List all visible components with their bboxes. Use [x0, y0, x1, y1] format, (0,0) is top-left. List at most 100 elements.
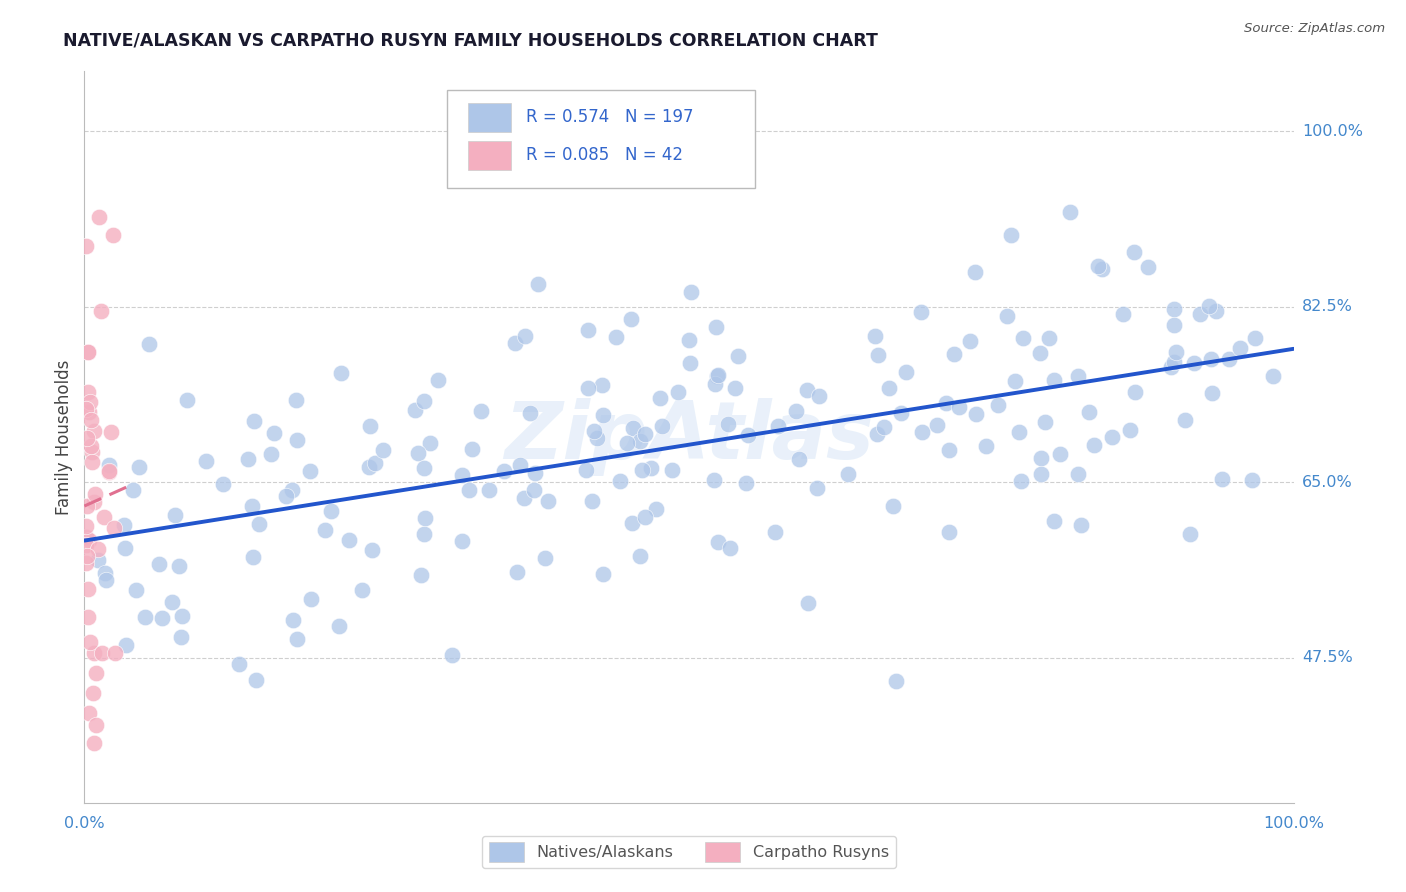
Point	[285, 632, 308, 646]
Point	[457, 483, 479, 497]
Point	[645, 501, 668, 516]
Point	[938, 442, 960, 457]
Point	[630, 434, 652, 448]
Point	[737, 428, 759, 442]
Point	[1010, 474, 1032, 488]
Point	[77, 405, 100, 419]
Point	[1199, 351, 1222, 366]
Point	[681, 285, 703, 299]
Point	[371, 442, 394, 457]
Point	[470, 404, 492, 418]
Point	[1049, 447, 1071, 461]
Point	[884, 674, 907, 689]
Point	[524, 466, 547, 480]
Point	[1029, 467, 1052, 481]
Y-axis label: Family Households: Family Households	[55, 359, 73, 515]
Point	[83, 487, 105, 501]
Point	[1244, 331, 1267, 345]
Bar	[468, 141, 512, 170]
Point	[75, 531, 97, 545]
Point	[82, 685, 104, 699]
Point	[125, 582, 148, 597]
Point	[537, 493, 560, 508]
Point	[228, 657, 250, 672]
Point	[787, 451, 810, 466]
Point	[83, 736, 105, 750]
Point	[1042, 373, 1064, 387]
Point	[1042, 514, 1064, 528]
Point	[87, 553, 110, 567]
Point	[138, 337, 160, 351]
Text: ZipAtlas: ZipAtlas	[503, 398, 875, 476]
Point	[114, 541, 136, 555]
Point	[963, 265, 986, 279]
Point	[866, 427, 889, 442]
Point	[1160, 360, 1182, 375]
Point	[987, 398, 1010, 412]
Point	[112, 518, 135, 533]
Point	[621, 421, 644, 435]
Point	[76, 549, 98, 563]
Point	[605, 330, 627, 344]
Point	[411, 567, 433, 582]
Point	[785, 403, 807, 417]
Point	[890, 406, 912, 420]
Point	[581, 494, 603, 508]
Point	[666, 384, 689, 399]
Point	[766, 419, 789, 434]
Point	[276, 489, 298, 503]
Point	[678, 333, 700, 347]
Point	[1240, 473, 1263, 487]
Point	[513, 329, 536, 343]
Point	[1067, 467, 1090, 481]
Point	[1123, 384, 1146, 399]
Point	[938, 525, 960, 540]
Text: Source: ZipAtlas.com: Source: ZipAtlas.com	[1244, 22, 1385, 36]
Point	[419, 436, 441, 450]
Point	[83, 646, 105, 660]
Point	[505, 566, 527, 580]
Point	[408, 445, 430, 459]
Point	[77, 344, 100, 359]
Point	[319, 504, 342, 518]
Point	[865, 328, 887, 343]
Point	[1136, 260, 1159, 275]
Point	[523, 483, 546, 498]
Point	[128, 459, 150, 474]
Point	[651, 418, 673, 433]
Point	[965, 407, 987, 421]
Point	[995, 310, 1018, 324]
Point	[1174, 413, 1197, 427]
Point	[461, 442, 484, 456]
Point	[974, 438, 997, 452]
Point	[359, 419, 381, 434]
Point	[703, 473, 725, 487]
Point	[503, 335, 526, 350]
Point	[575, 463, 598, 477]
Point	[706, 369, 728, 384]
Point	[79, 635, 101, 649]
Point	[1029, 346, 1052, 360]
Point	[583, 424, 606, 438]
Point	[1059, 204, 1081, 219]
Text: 100.0%: 100.0%	[1302, 124, 1362, 139]
Point	[404, 403, 426, 417]
Point	[1163, 318, 1185, 333]
Point	[76, 432, 98, 446]
Point	[79, 440, 101, 454]
Point	[247, 517, 270, 532]
Point	[620, 312, 643, 326]
Point	[75, 519, 97, 533]
Point	[910, 305, 932, 319]
Point	[263, 425, 285, 440]
Point	[167, 559, 190, 574]
Point	[1067, 369, 1090, 384]
Point	[1078, 405, 1101, 419]
Point	[170, 608, 193, 623]
Point	[260, 447, 283, 461]
Point	[519, 406, 541, 420]
Point	[1261, 369, 1284, 384]
Point	[80, 413, 103, 427]
Point	[337, 533, 360, 548]
Point	[350, 582, 373, 597]
